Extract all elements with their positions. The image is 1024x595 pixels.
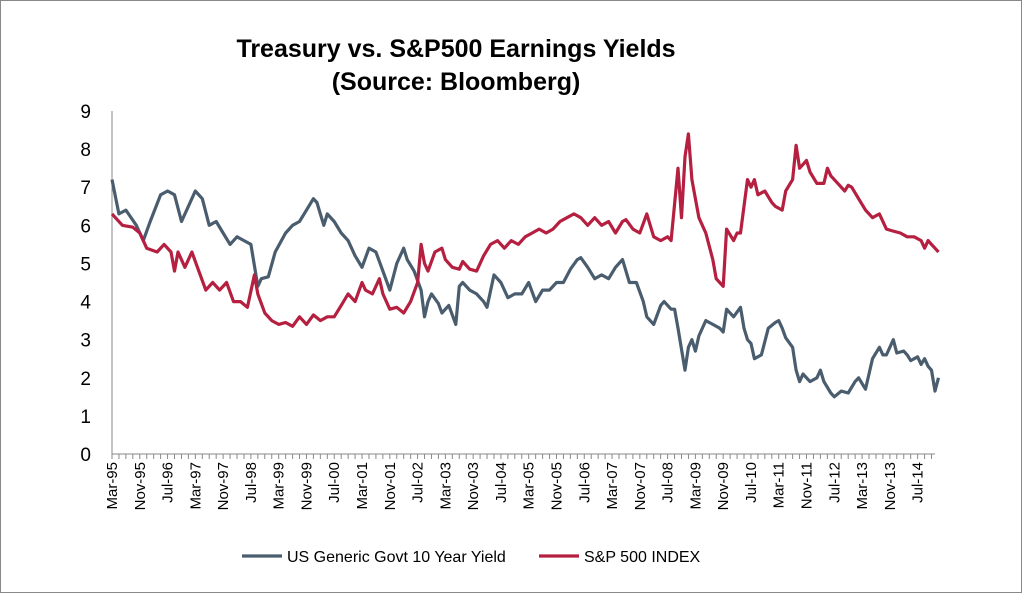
x-tick-label: Jul-14: [910, 462, 927, 503]
x-tick-label: Mar-09: [687, 462, 704, 510]
y-tick-label: 0: [80, 445, 91, 466]
x-tick-label: Jul-00: [326, 462, 343, 503]
y-tick-label: 4: [80, 293, 91, 314]
y-tick-label: 5: [80, 254, 91, 275]
x-tick-label: Nov-05: [548, 462, 565, 510]
x-tick-label: Nov-99: [298, 462, 315, 510]
y-tick-label: 8: [80, 140, 91, 161]
x-tick-label: Nov-97: [215, 462, 232, 510]
x-tick-label: Mar-99: [271, 462, 288, 510]
x-tick-label: Mar-13: [854, 462, 871, 510]
x-tick-label: Mar-03: [437, 462, 454, 510]
x-tick-label: Jul-02: [410, 462, 427, 503]
chart-title-line: Treasury vs. S&P500 Earnings Yields: [236, 35, 676, 63]
legend-label: S&P 500 INDEX: [584, 549, 701, 566]
x-tick-label: Nov-13: [882, 462, 899, 510]
y-tick-label: 9: [80, 102, 91, 123]
y-tick-label: 3: [80, 331, 91, 352]
x-tick-label: Mar-01: [354, 462, 371, 510]
axes: [111, 111, 935, 459]
x-tick-label: Nov-01: [382, 462, 399, 510]
legend-item: S&P 500 INDEX: [539, 549, 701, 566]
x-tick-label: Jul-08: [660, 462, 677, 503]
x-tick-label: Jul-96: [160, 462, 177, 503]
x-tick-label: Jul-98: [243, 462, 260, 503]
x-tick-label: Mar-07: [604, 462, 621, 510]
x-tick-label: Jul-04: [493, 462, 510, 503]
x-tick-label: Jul-06: [576, 462, 593, 503]
y-tick-label: 7: [80, 178, 91, 199]
x-tick-label: Jul-12: [826, 462, 843, 503]
x-tick-label: Mar-95: [104, 462, 121, 510]
legend: US Generic Govt 10 Year Yield S&P 500 IND…: [242, 549, 701, 566]
x-tick-label: Nov-95: [132, 462, 149, 510]
x-tick-label: Jul-10: [743, 462, 760, 503]
y-tick-label: 2: [80, 369, 91, 390]
x-tick-label: Mar-97: [187, 462, 204, 510]
x-tick-label: Nov-07: [632, 462, 649, 510]
x-tick-label: Mar-05: [521, 462, 538, 510]
y-tick-label: 1: [80, 407, 91, 428]
chart-subtitle-line: (Source: Bloomberg): [331, 68, 581, 96]
series-lines: [110, 132, 941, 399]
y-tick-label: 6: [80, 216, 91, 237]
series-line-treasury: [110, 179, 941, 399]
series-line-sp500: [110, 132, 940, 328]
x-tick-label: Nov-03: [465, 462, 482, 510]
x-tick-label: Nov-09: [715, 462, 732, 510]
legend-item: US Generic Govt 10 Year Yield: [242, 549, 506, 566]
x-axis-ticks: Mar-95 Nov-95 Jul-96 Mar-97 Nov-97 Jul-98 Mar-…: [104, 462, 927, 510]
y-axis-ticks: 0 1 2 3 4 5 6 7 8 9: [80, 102, 91, 466]
chart-title: Treasury vs. S&P500 Earnings Yields (Sou…: [206, 33, 706, 99]
x-tick-label: Nov-11: [799, 462, 816, 509]
legend-label: US Generic Govt 10 Year Yield: [287, 549, 506, 566]
x-tick-label: Mar-11: [771, 462, 788, 508]
